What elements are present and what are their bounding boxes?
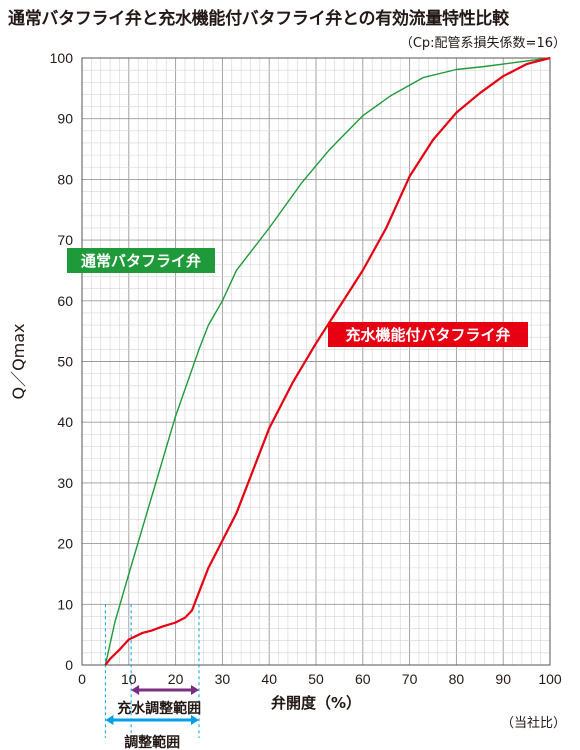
x-tick-label: 0: [78, 671, 86, 687]
y-tick-label: 100: [50, 50, 74, 66]
y-tick-label: 80: [57, 171, 73, 187]
series-label-1: 通常バタフライ弁: [81, 252, 201, 270]
range-arrow-head-right-1: [191, 685, 199, 695]
y-tick-label: 70: [57, 232, 73, 248]
y-tick-label: 20: [57, 536, 73, 552]
chart-title: 通常バタフライ弁と充水機能付バタフライ弁との有効流量特性比較: [8, 9, 509, 29]
x-tick-label: 10: [121, 671, 137, 687]
series-line-1: [104, 57, 551, 666]
range-arrow-head-left-2: [105, 715, 114, 725]
x-tick-label: 70: [402, 671, 418, 687]
y-tick-label: 30: [57, 475, 73, 491]
x-tick-label: 90: [495, 671, 511, 687]
y-tick-label: 50: [57, 354, 73, 370]
range-label-1: 充水調整範囲: [117, 700, 201, 717]
source-note: （当社比）: [500, 716, 566, 731]
x-tick-label: 30: [215, 671, 231, 687]
series-label-box-2: [328, 322, 528, 347]
series-line-2: [104, 56, 551, 666]
x-tick-label: 80: [449, 671, 465, 687]
x-tick-label: 50: [308, 671, 324, 687]
y-tick-label: 0: [65, 657, 73, 673]
chart-subtitle: （Cp:配管系損失係数=16）: [399, 36, 566, 51]
y-tick-label: 10: [57, 596, 73, 612]
series-label-box-1: [67, 248, 215, 273]
y-tick-label: 40: [57, 414, 73, 430]
y-tick-label: 90: [57, 111, 73, 127]
x-tick-label: 60: [355, 671, 371, 687]
y-axis-label: Q／Qmax: [9, 323, 28, 399]
x-axis-label: 弁開度（%）: [271, 694, 361, 712]
range-arrow-head-left-1: [131, 685, 140, 695]
x-tick-label: 20: [168, 671, 184, 687]
range-arrow-head-right-2: [191, 715, 199, 725]
range-label-2: 調整範囲: [124, 734, 180, 750]
plot-frame: [81, 57, 551, 666]
y-tick-label: 60: [57, 293, 73, 309]
x-tick-label: 40: [261, 671, 277, 687]
series-label-2: 充水機能付バタフライ弁: [345, 326, 510, 344]
x-tick-label: 100: [538, 671, 562, 687]
